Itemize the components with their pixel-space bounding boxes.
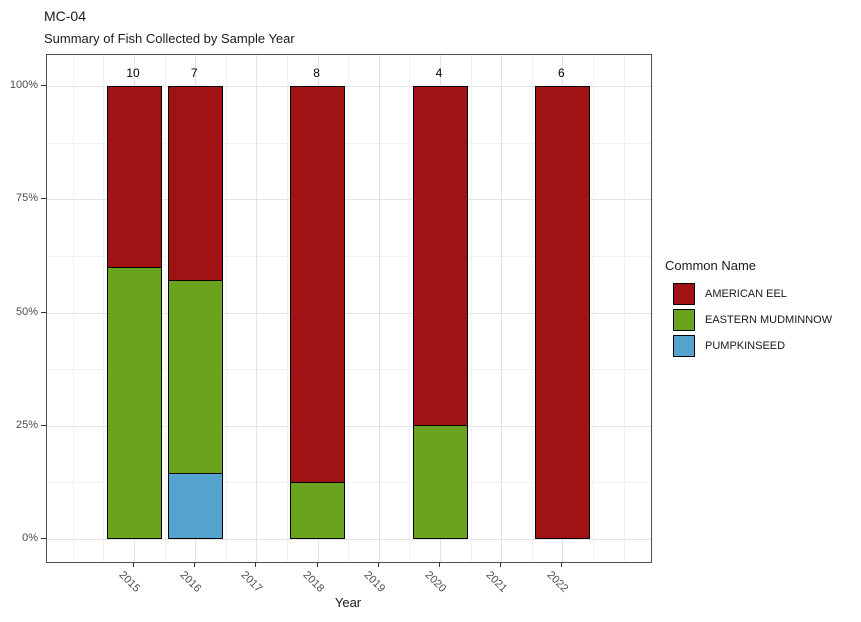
bar-2018	[290, 86, 346, 539]
y-tick-mark	[41, 538, 46, 539]
gridline-vertical-minor	[225, 55, 227, 562]
bar-count-label: 6	[558, 66, 565, 80]
bar-2020	[412, 86, 468, 539]
bar-segment-american-eel	[413, 87, 467, 426]
legend-title: Common Name	[665, 258, 757, 273]
chart-title: MC-04	[44, 8, 87, 24]
gridline-vertical-major	[501, 55, 503, 562]
x-tick-mark	[500, 562, 502, 567]
bar-count-label: 10	[126, 66, 140, 80]
x-tick-mark	[194, 562, 196, 567]
legend-item-eastern-mudminnow: EASTERN MUDMINNOW	[673, 309, 832, 331]
gridline-vertical-minor	[348, 55, 350, 562]
y-tick-label: 25%	[15, 418, 38, 431]
bar-2015	[106, 86, 162, 539]
y-tick-mark	[41, 424, 46, 426]
legend-item-pumpkinseed: PUMPKINSEED	[673, 335, 832, 357]
y-tick-label: 100%	[9, 79, 38, 91]
gridline-vertical-minor	[72, 55, 74, 562]
bar-count-label: 8	[313, 66, 320, 80]
legend-swatch	[673, 335, 695, 357]
gridline-vertical-minor	[164, 55, 166, 562]
gridline-vertical-minor	[409, 55, 411, 562]
y-tick-label: 75%	[15, 192, 38, 205]
legend-label: EASTERN MUDMINNOW	[705, 314, 833, 326]
legend-swatch	[673, 309, 695, 331]
bar-segment-eastern-mudminnow	[107, 267, 161, 538]
gridline-vertical-minor	[103, 55, 105, 562]
bar-count-label: 7	[190, 66, 198, 80]
bar-segment-american-eel	[168, 87, 222, 281]
y-tick-mark	[41, 85, 46, 86]
y-tick-mark	[41, 311, 46, 313]
bar-segment-eastern-mudminnow	[291, 481, 345, 538]
x-tick-label: 2021	[483, 569, 510, 595]
y-tick-mark	[41, 198, 46, 200]
bar-segment-american-eel	[107, 87, 161, 268]
bar-segment-american-eel	[291, 87, 345, 482]
bar-segment-eastern-mudminnow	[168, 280, 222, 474]
plot-panel	[46, 54, 652, 563]
bar-count-label: 4	[435, 66, 443, 80]
gridline-vertical-major	[378, 55, 380, 562]
gridline-vertical-minor	[287, 55, 288, 562]
bar-2022	[534, 86, 590, 539]
y-tick-label: 0%	[22, 532, 38, 544]
x-tick-mark	[439, 562, 440, 567]
gridline-vertical-minor	[470, 55, 472, 562]
x-tick-mark	[561, 562, 563, 567]
x-tick-label: 2022	[544, 569, 571, 595]
gridline-vertical-minor	[623, 55, 625, 562]
bar-segment-eastern-mudminnow	[413, 425, 467, 538]
legend-item-american-eel: AMERICAN EEL	[673, 283, 832, 305]
gridline-vertical-minor	[531, 55, 533, 562]
y-tick-label: 50%	[15, 305, 38, 318]
x-tick-mark	[255, 562, 257, 567]
x-tick-label: 2018	[300, 569, 326, 595]
legend-label: PUMPKINSEED	[705, 340, 786, 352]
x-tick-mark	[316, 562, 318, 567]
bar-2016	[167, 86, 223, 539]
gridline-vertical-minor	[593, 55, 594, 562]
x-tick-label: 2019	[361, 569, 388, 595]
x-tick-label: 2016	[177, 569, 204, 595]
x-tick-label: 2017	[238, 569, 265, 595]
bar-segment-american-eel	[535, 87, 589, 538]
legend-items: AMERICAN EEL EASTERN MUDMINNOW PUMPKINSEED	[663, 283, 832, 357]
chart-subtitle: Summary of Fish Collected by Sample Year	[44, 31, 295, 46]
x-tick-label: 2020	[422, 569, 449, 595]
x-axis-title: Year	[334, 595, 362, 610]
legend: Common Name AMERICAN EEL EASTERN MUDMINNO…	[663, 258, 832, 361]
x-tick-mark	[377, 562, 379, 567]
legend-label: AMERICAN EEL	[705, 288, 787, 300]
gridline-vertical-major	[256, 55, 258, 562]
legend-swatch	[673, 283, 695, 305]
bar-segment-pumpkinseed	[168, 473, 222, 538]
x-tick-mark	[133, 562, 134, 567]
x-tick-label: 2015	[116, 569, 143, 595]
